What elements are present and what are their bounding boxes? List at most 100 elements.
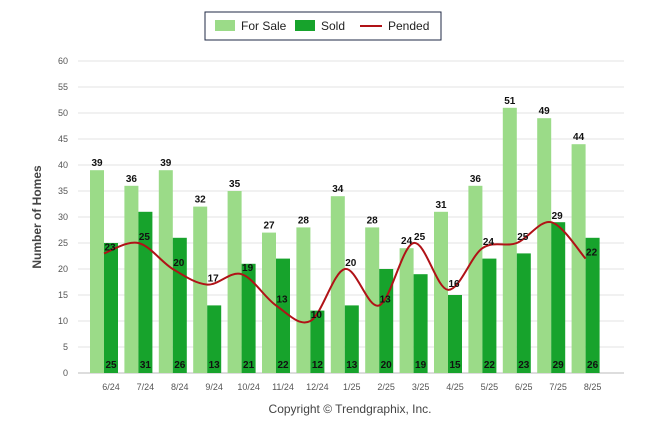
sold-value-label: 19 <box>415 360 427 371</box>
pended-value-label: 16 <box>448 279 460 290</box>
sold-value-label: 25 <box>105 360 117 371</box>
sold-value-label: 13 <box>346 360 358 371</box>
sold-value-label: 21 <box>243 360 255 371</box>
for-sale-value-label: 27 <box>263 221 275 232</box>
for-sale-value-label: 39 <box>91 158 103 169</box>
y-tick-label: 5 <box>63 342 68 352</box>
y-tick-label: 60 <box>58 56 68 66</box>
sold-value-label: 13 <box>209 360 221 371</box>
bar-for-sale <box>537 118 552 373</box>
sold-value-label: 23 <box>518 360 530 371</box>
pended-value-label: 19 <box>242 263 254 274</box>
x-tick-label: 8/25 <box>584 382 602 392</box>
x-tick-label: 7/25 <box>549 382 567 392</box>
for-sale-value-label: 34 <box>332 184 344 195</box>
pended-value-label: 24 <box>483 237 495 248</box>
bar-sold <box>104 243 118 373</box>
legend-frame <box>204 11 442 41</box>
y-axis-label: Number of Homes <box>30 165 44 269</box>
x-tick-label: 3/25 <box>412 382 430 392</box>
pended-value-label: 10 <box>311 310 323 321</box>
bar-for-sale <box>158 170 173 373</box>
bar-for-sale <box>262 232 276 373</box>
bar-sold <box>276 258 290 373</box>
sold-value-label: 22 <box>277 360 289 371</box>
sold-value-label: 29 <box>553 360 565 371</box>
bar-for-sale <box>502 107 517 374</box>
legend-item-pended[interactable]: Pended <box>360 19 429 33</box>
pended-line-path <box>103 221 587 324</box>
for-sale-value-label: 32 <box>195 195 207 206</box>
sold-value-label: 26 <box>174 360 186 371</box>
for-sale-value-label: 36 <box>470 174 482 185</box>
legend-label: Sold <box>321 19 345 33</box>
x-tick-label: 2/25 <box>377 382 395 392</box>
x-tick-label: 12/24 <box>306 382 329 392</box>
x-tick-label: 4/25 <box>446 382 464 392</box>
bar-sold <box>448 295 462 373</box>
y-tick-label: 30 <box>58 212 68 222</box>
y-tick-label: 15 <box>58 290 68 300</box>
x-tick-label: 10/24 <box>237 382 260 392</box>
y-tick-label: 20 <box>58 264 68 274</box>
y-axis-ticks: 0 5 10 15 20 25 30 35 40 45 50 55 60 <box>58 56 68 378</box>
x-tick-label: 9/24 <box>205 382 223 392</box>
for-sale-value-label: 24 <box>401 236 413 247</box>
sold-value-label: 20 <box>381 360 393 371</box>
bar-sold <box>482 258 497 373</box>
pended-value-label: 17 <box>208 274 220 285</box>
bar-for-sale <box>365 227 380 373</box>
y-tick-label: 55 <box>58 82 68 92</box>
legend-label: Pended <box>388 19 429 33</box>
bar-for-sale <box>399 248 414 373</box>
bar-sold <box>241 263 256 373</box>
bar-sold <box>310 310 325 373</box>
copyright-credit: Copyright © Trendgraphix, Inc. <box>269 402 432 416</box>
y-tick-label: 25 <box>58 238 68 248</box>
x-tick-label: 6/24 <box>102 382 120 392</box>
pended-value-label: 13 <box>276 294 288 305</box>
bar-sold <box>585 237 600 373</box>
for-sale-value-label: 28 <box>367 215 379 226</box>
bar-for-sale <box>296 227 311 373</box>
bar-sold <box>413 274 428 373</box>
for-sale-value-label: 28 <box>298 215 310 226</box>
bar-sold <box>379 269 394 373</box>
y-tick-label: 35 <box>58 186 68 196</box>
for-sale-value-label: 31 <box>435 200 447 211</box>
sold-value-label: 31 <box>140 360 152 371</box>
sold-value-label: 26 <box>587 360 599 371</box>
legend-item-for-sale[interactable]: For Sale <box>215 19 287 33</box>
x-tick-label: 11/24 <box>272 382 294 392</box>
legend-swatch <box>295 20 315 31</box>
bar-for-sale <box>330 196 345 373</box>
x-tick-label: 7/24 <box>137 382 155 392</box>
y-tick-label: 10 <box>58 316 68 326</box>
x-tick-label: 1/25 <box>343 382 361 392</box>
x-tick-label: 5/25 <box>481 382 499 392</box>
for-sale-value-label: 36 <box>126 174 138 185</box>
sold-value-label: 15 <box>449 360 461 371</box>
bar-sold <box>138 211 153 373</box>
bar-for-sale <box>124 185 139 373</box>
bar-for-sale <box>193 206 208 373</box>
legend-label: For Sale <box>241 19 287 33</box>
for-sale-value-label: 44 <box>573 132 585 143</box>
pended-line <box>103 221 587 324</box>
legend-item-sold[interactable]: Sold <box>295 19 345 33</box>
bars <box>90 107 600 374</box>
bar-sold <box>207 305 222 373</box>
pended-value-label: 29 <box>552 211 564 222</box>
sold-value-label: 12 <box>312 360 324 371</box>
pended-value-label: 25 <box>414 232 426 243</box>
for-sale-value-label: 35 <box>229 179 241 190</box>
legend: For Sale Sold Pended <box>204 11 442 41</box>
sold-value-label: 22 <box>484 360 496 371</box>
y-tick-label: 45 <box>58 134 68 144</box>
pended-value-label: 25 <box>139 232 151 243</box>
y-tick-label: 50 <box>58 108 68 118</box>
for-sale-value-label: 49 <box>539 106 551 117</box>
pended-value-label: 20 <box>173 258 185 269</box>
pended-value-label: 22 <box>586 248 598 259</box>
